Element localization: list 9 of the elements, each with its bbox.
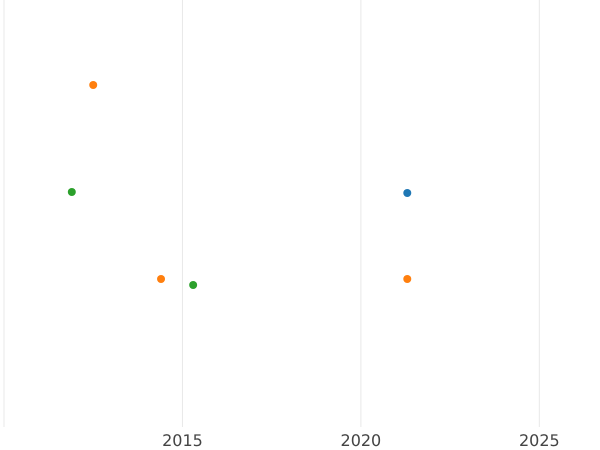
point (68, 188, 76, 196)
x-tick-label: 2020 (340, 431, 382, 450)
x-tick-label: 2025 (518, 431, 560, 450)
point (157, 275, 166, 283)
x-tick-label: 2015 (162, 431, 203, 450)
point (89, 81, 98, 89)
point (403, 275, 412, 283)
point (189, 281, 198, 289)
point (403, 189, 412, 197)
